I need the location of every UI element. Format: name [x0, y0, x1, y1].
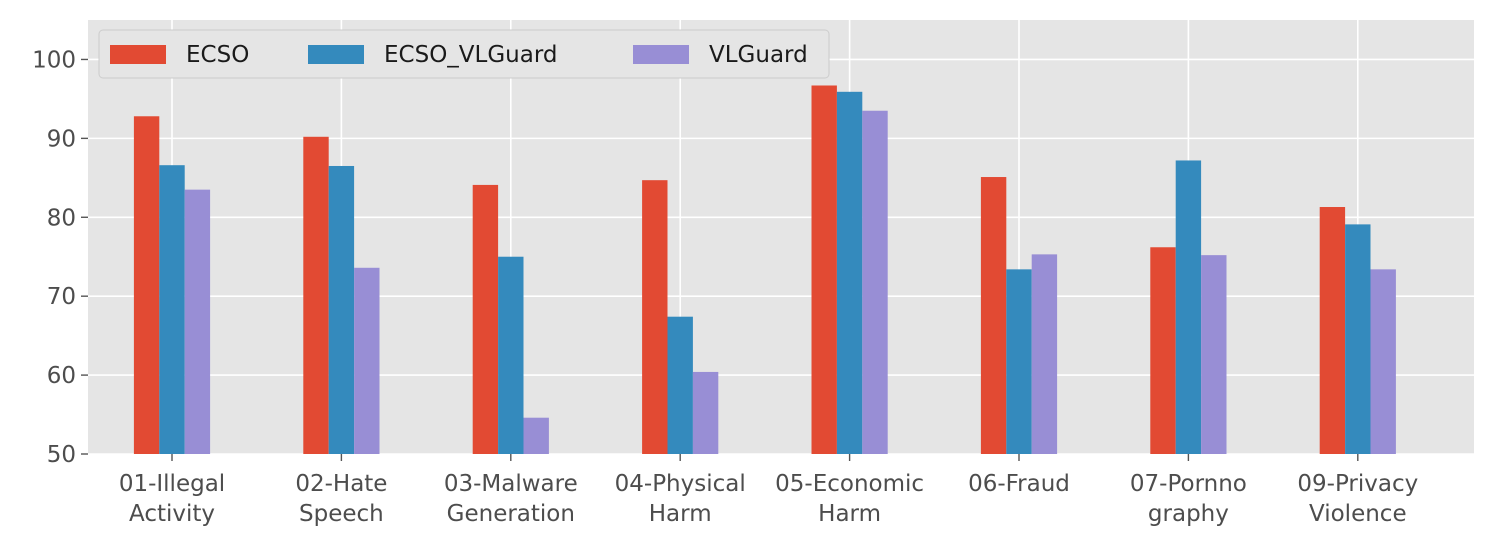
y-axis: 50 60 70 80 90 100 — [32, 47, 88, 468]
plot-area — [88, 20, 1474, 454]
legend: ECSO ECSO_VLGuard VLGuard — [98, 29, 830, 79]
bar-ecso — [303, 136, 329, 454]
bar-ecso-vlguard — [667, 316, 693, 454]
legend-label: ECSO — [186, 42, 249, 68]
bar-ecso-vlguard — [836, 91, 863, 454]
x-tick-label: 07-Pornno graphy — [1130, 471, 1247, 527]
bar-ecso — [642, 180, 668, 454]
y-tick-label: 100 — [32, 47, 76, 73]
bar-vlguard — [354, 267, 380, 454]
bar-ecso — [133, 116, 160, 454]
legend-label: VLGuard — [709, 42, 808, 68]
bar-vlguard — [692, 371, 719, 454]
bars — [133, 85, 1396, 455]
y-tick-label: 50 — [47, 442, 76, 468]
y-tick-label: 80 — [47, 205, 76, 231]
x-tick-label: 05-Economic Harm — [775, 471, 924, 527]
bar-vlguard — [1201, 255, 1227, 454]
legend-swatch — [110, 45, 166, 64]
x-axis: 01-Illegal Activity 02-Hate Speech 03-Malwar… — [119, 454, 1418, 527]
bar-ecso — [980, 177, 1007, 454]
bar-ecso — [1319, 207, 1346, 454]
bar-ecso-vlguard — [159, 165, 185, 454]
bar-ecso — [1150, 247, 1176, 454]
bar-ecso-vlguard — [498, 256, 524, 454]
x-tick-label: 02-Hate Speech — [295, 471, 387, 527]
bar-vlguard — [1370, 269, 1396, 454]
legend-label: ECSO_VLGuard — [384, 42, 558, 68]
bar-ecso-vlguard — [1175, 160, 1202, 454]
bar-vlguard — [862, 110, 888, 454]
x-tick-label: 09-Privacy Violence — [1297, 471, 1418, 527]
bar-ecso-vlguard — [328, 165, 355, 454]
bar-vlguard — [184, 189, 211, 454]
y-tick-label: 60 — [47, 363, 76, 389]
y-tick-label: 90 — [47, 126, 76, 152]
bar-vlguard — [523, 417, 549, 454]
bar-ecso — [811, 85, 837, 455]
x-tick-label: 06-Fraud — [968, 471, 1070, 497]
x-tick-label: 04-Physical Harm — [615, 471, 746, 527]
x-tick-label: 01-Illegal Activity — [119, 471, 225, 527]
bar-ecso — [472, 184, 499, 455]
x-tick-label: 03-Malware Generation — [444, 471, 578, 527]
legend-swatch — [308, 45, 364, 64]
legend-swatch — [633, 45, 689, 64]
bar-ecso-vlguard — [1006, 269, 1032, 454]
legend-box — [98, 29, 830, 79]
bar-vlguard — [1031, 254, 1058, 454]
bar-ecso-vlguard — [1345, 224, 1371, 454]
y-tick-label: 70 — [47, 284, 76, 310]
